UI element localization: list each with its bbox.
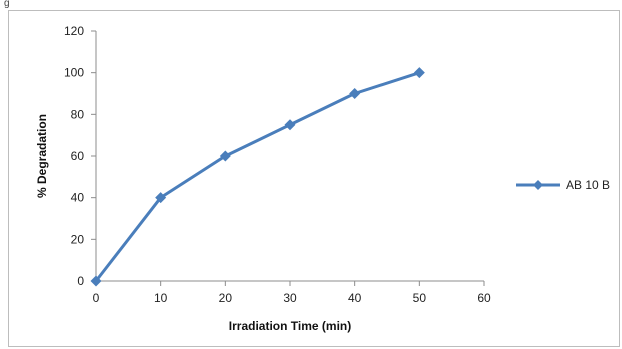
x-tick-label: 50	[413, 291, 427, 305]
legend-marker	[533, 180, 543, 190]
x-tick-label: 60	[477, 291, 491, 305]
chart-frame	[8, 10, 620, 347]
x-ticks: 0 10 20 30 40 50 60	[93, 281, 491, 305]
y-tick-label: 80	[71, 107, 85, 121]
legend: AB 10 B	[516, 178, 610, 192]
y-axis-title: % Degradation	[35, 114, 49, 198]
data-point-marker	[349, 88, 361, 99]
series-line	[94, 71, 420, 282]
x-tick-label: 10	[154, 291, 168, 305]
data-point-marker	[90, 275, 102, 287]
plot-area	[90, 67, 425, 287]
axes	[95, 31, 484, 282]
x-tick-label: 40	[348, 291, 362, 305]
data-point-marker	[284, 119, 296, 131]
top-glyph: g	[4, 0, 10, 9]
y-ticks: 0 20 40 60 80 100 120	[64, 24, 96, 288]
y-tick-label: 20	[71, 232, 85, 246]
data-point-marker	[413, 67, 425, 79]
y-tick-label: 100	[64, 66, 84, 80]
x-axis-title: Irradiation Time (min)	[229, 319, 351, 333]
x-tick-label: 0	[93, 291, 100, 305]
y-tick-label: 120	[64, 24, 84, 38]
data-point-marker	[219, 150, 231, 162]
legend-label: AB 10 B	[566, 178, 610, 192]
y-tick-label: 40	[71, 191, 85, 205]
y-tick-label: 60	[71, 149, 85, 163]
y-tick-label: 0	[77, 274, 84, 288]
x-tick-label: 30	[283, 291, 297, 305]
x-tick-label: 20	[219, 291, 233, 305]
data-point-marker	[155, 192, 167, 204]
